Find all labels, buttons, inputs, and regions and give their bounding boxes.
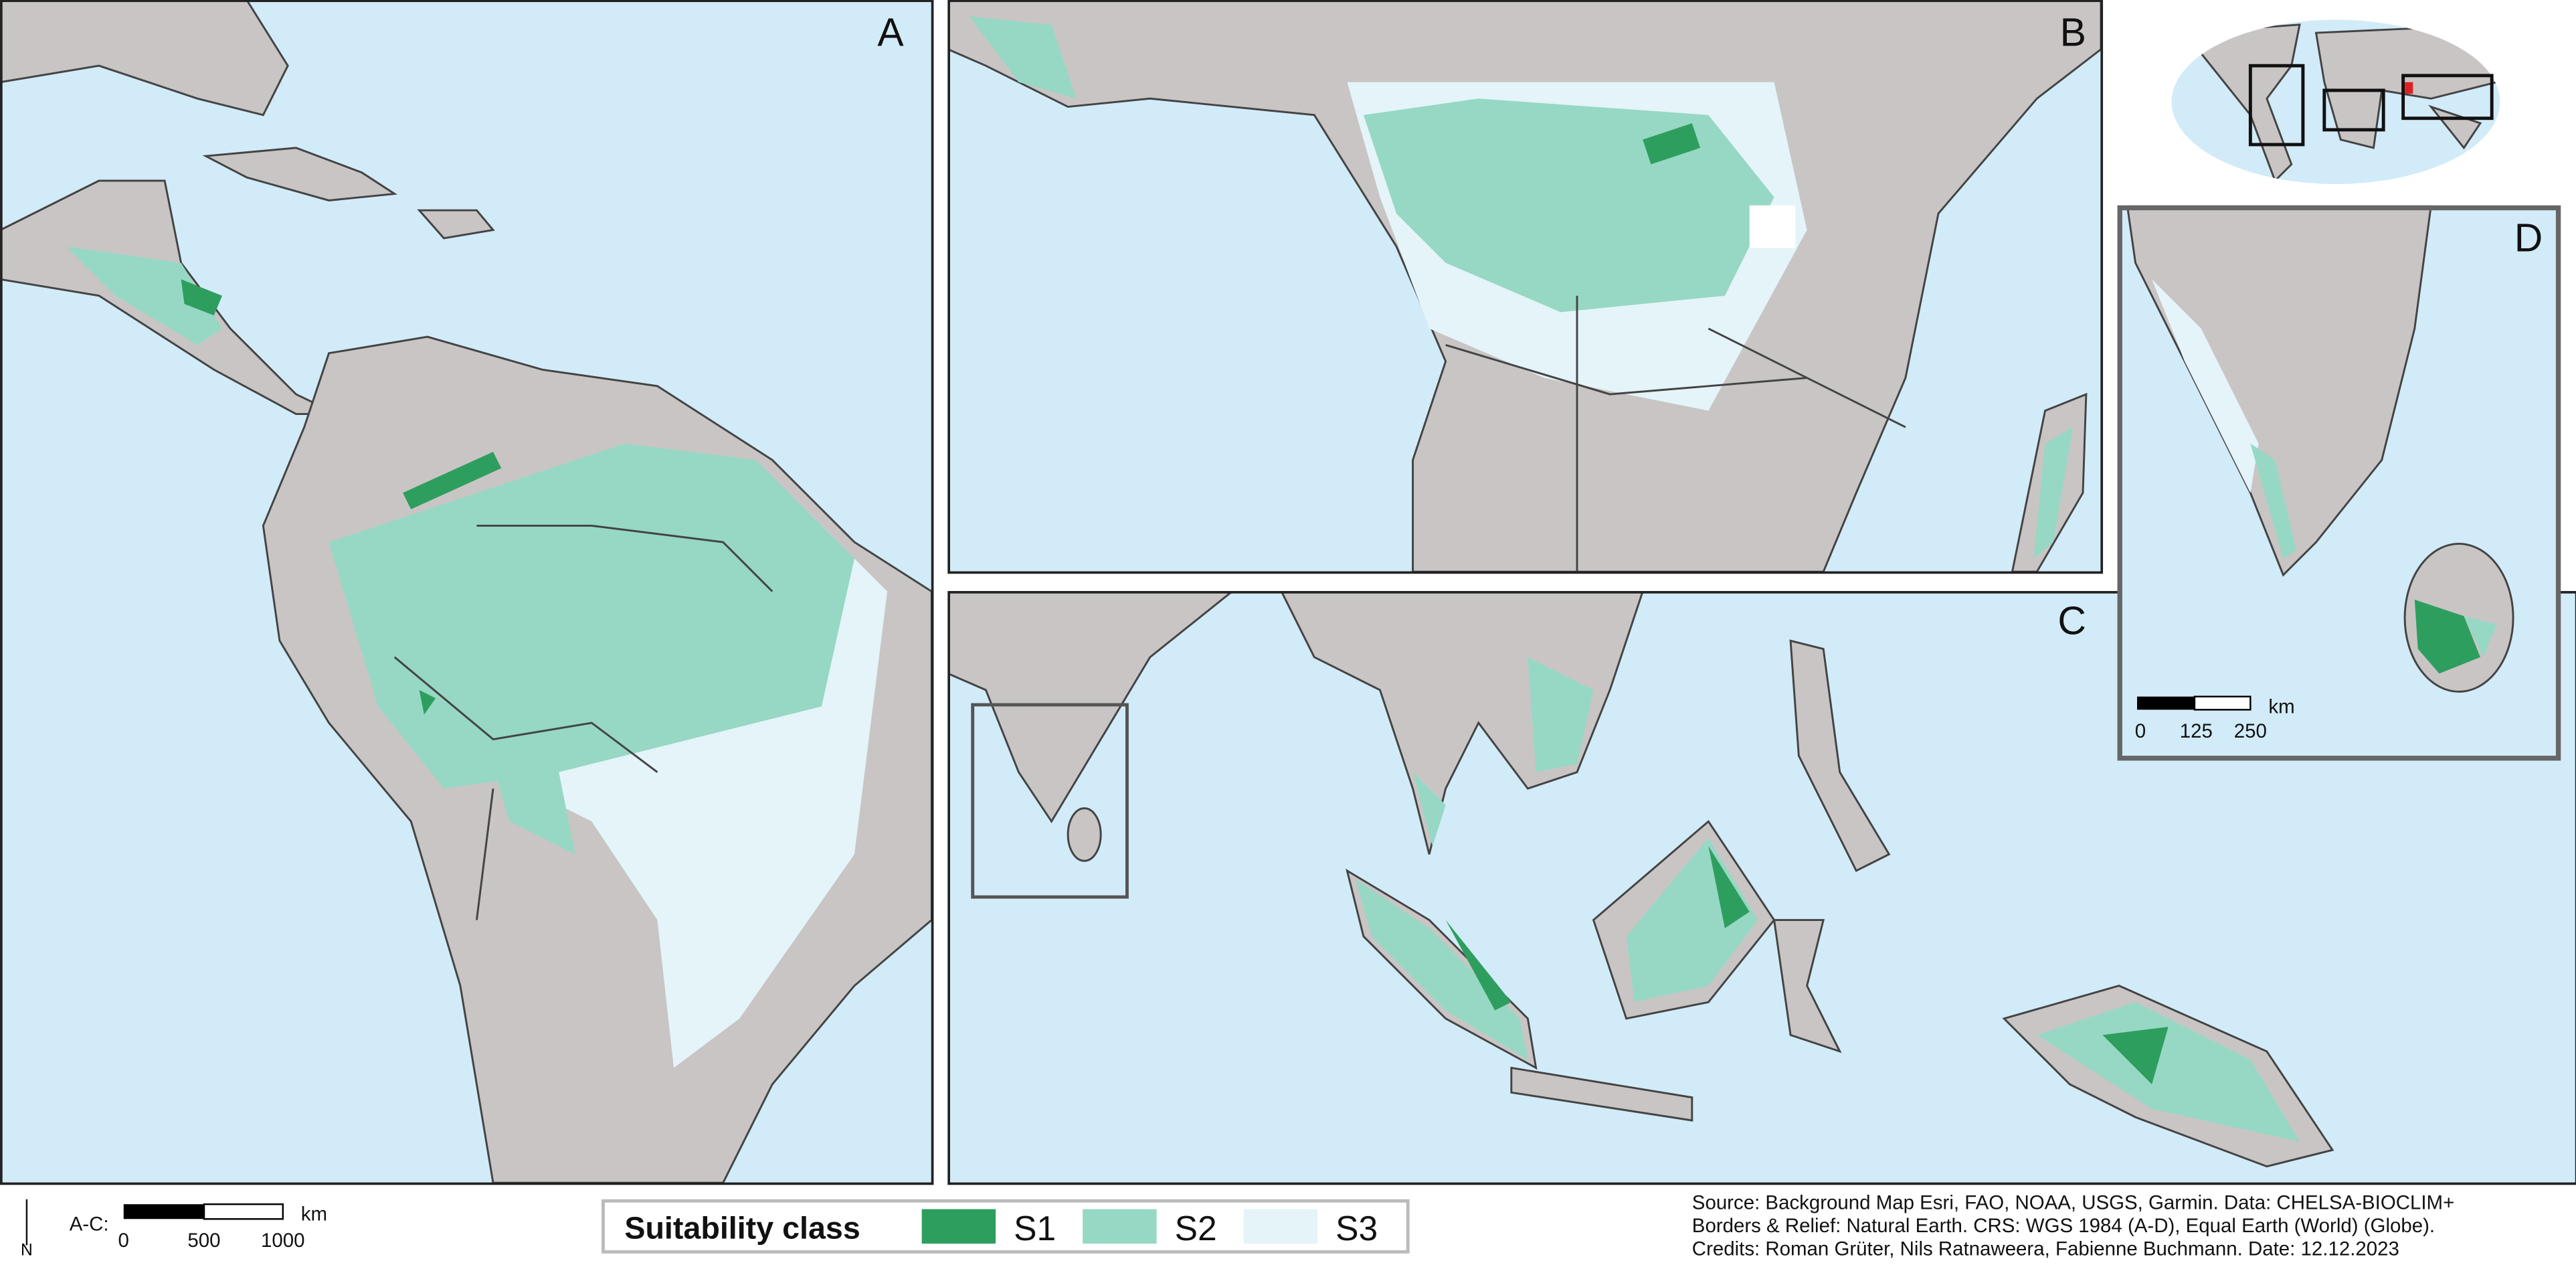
scale-label: 500 xyxy=(187,1230,220,1252)
north-label: N xyxy=(21,1241,33,1259)
legend: Suitability class S1 S2 S3 xyxy=(601,1199,1410,1254)
scale-label: 0 xyxy=(118,1230,129,1252)
north-arrow: N xyxy=(21,1199,33,1259)
scale-label: 0 xyxy=(2135,720,2146,742)
panel-a-map xyxy=(0,0,932,1183)
legend-title: Suitability class xyxy=(624,1211,860,1246)
scale-unit: km xyxy=(2268,695,2294,718)
legend-swatch xyxy=(1083,1209,1157,1244)
panel-c-frame xyxy=(947,591,2576,1185)
scale-unit: km xyxy=(301,1203,327,1226)
panel-d-frame xyxy=(2117,205,2561,761)
legend-label: S3 xyxy=(1336,1209,1378,1248)
panel-label: A xyxy=(877,11,904,55)
scale-label: 125 xyxy=(2180,720,2213,742)
panel-d-map xyxy=(2117,205,2558,759)
legend-label: S1 xyxy=(1014,1209,1056,1248)
legend-swatch xyxy=(921,1209,996,1244)
panel-b-frame xyxy=(947,0,2104,574)
source-line: Credits: Roman Grüter, Nils Ratnaweera, … xyxy=(1692,1238,2399,1260)
panel-label: D xyxy=(2514,217,2543,260)
legend-swatch xyxy=(1243,1209,1318,1244)
panel-b-map xyxy=(947,0,2101,572)
source-line: Borders & Relief: Natural Earth. CRS: WG… xyxy=(1692,1215,2435,1237)
source-text: Source: Background Map Esri, FAO, NOAA, … xyxy=(1692,1192,2454,1260)
panel-a-frame xyxy=(0,0,934,1185)
scale-label: 250 xyxy=(2234,720,2267,742)
source-line: Source: Background Map Esri, FAO, NOAA, … xyxy=(1692,1192,2454,1214)
legend-label: S2 xyxy=(1175,1209,1217,1248)
panel-label: B xyxy=(2060,11,2086,55)
scale-bar-d: 0 125 250 km xyxy=(2135,695,2295,742)
scale-label: A-C: xyxy=(70,1213,109,1235)
scale-bar-main: A-C: 0 500 1000 km xyxy=(70,1203,327,1252)
panel-label: C xyxy=(2057,599,2086,643)
scale-label: 1000 xyxy=(261,1230,305,1252)
globe-inset xyxy=(2171,19,2500,184)
panel-c-map xyxy=(947,591,2576,1183)
